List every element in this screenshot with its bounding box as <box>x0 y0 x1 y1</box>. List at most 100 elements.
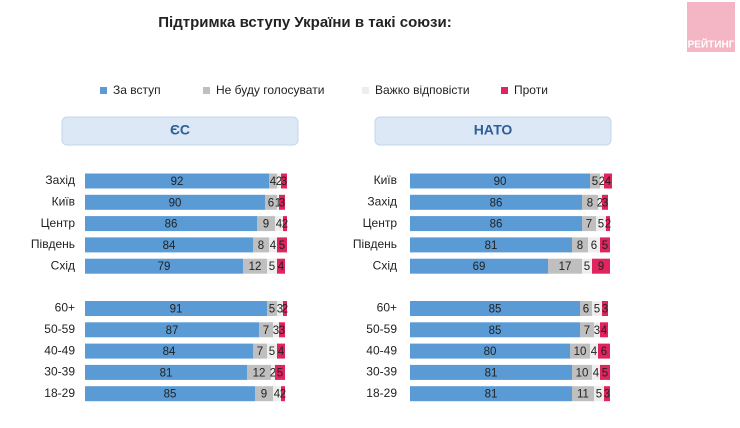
bar-segment <box>410 301 580 316</box>
bar-segment <box>410 216 582 232</box>
bar-segment <box>604 386 610 402</box>
value-label: 81 <box>485 389 498 401</box>
value-label: 5 <box>269 346 275 358</box>
bar-segment <box>572 237 588 253</box>
legend-label: Не буду голосувати <box>216 83 324 97</box>
bar-segment <box>281 386 285 402</box>
bar-segment <box>85 322 259 338</box>
value-label: 4 <box>605 176 612 188</box>
value-label: 5 <box>594 304 600 316</box>
value-label: 2 <box>280 389 286 401</box>
bar-segment <box>273 322 279 338</box>
bar-segment <box>572 386 594 402</box>
value-label: 85 <box>164 389 177 401</box>
bar-segment <box>85 301 267 316</box>
category-label: 50-59 <box>44 322 75 336</box>
bar-segment <box>410 386 572 402</box>
legend-swatch <box>362 87 369 94</box>
bar-segment <box>580 301 592 316</box>
bar-segment <box>253 237 269 253</box>
value-label: 2 <box>276 176 282 188</box>
value-label: 4 <box>593 367 600 379</box>
panel-title: ЄС <box>170 122 190 138</box>
value-label: 80 <box>484 346 497 358</box>
bar-segment <box>267 343 277 359</box>
category-label: Центр <box>363 216 398 230</box>
bar-segment <box>275 216 283 232</box>
value-label: 11 <box>577 389 589 401</box>
category-label: Захід <box>45 173 75 187</box>
value-label: 4 <box>601 325 608 337</box>
logo-box <box>687 2 735 52</box>
category-label: 60+ <box>377 301 397 315</box>
bar-segment <box>85 258 243 274</box>
value-label: 86 <box>490 219 503 231</box>
bar-segment <box>410 237 572 253</box>
bar-segment <box>602 301 608 316</box>
bar-segment <box>85 386 255 402</box>
value-label: 10 <box>576 367 589 379</box>
value-label: 6 <box>591 240 597 252</box>
bar-segment <box>600 364 610 380</box>
bar-segment <box>594 386 604 402</box>
bar-segment <box>283 301 287 316</box>
value-label: 4 <box>274 389 281 401</box>
value-label: 81 <box>485 240 498 252</box>
bar-segment <box>548 258 582 274</box>
value-label: 90 <box>169 197 182 209</box>
bar-segment <box>275 364 285 380</box>
value-label: 4 <box>278 261 285 273</box>
value-label: 5 <box>277 367 283 379</box>
value-label: 2 <box>599 176 605 188</box>
value-label: 5 <box>598 219 604 231</box>
bar-segment <box>600 173 604 189</box>
value-label: 7 <box>263 325 269 337</box>
value-label: 5 <box>602 240 608 252</box>
bar-segment <box>273 386 281 402</box>
value-label: 86 <box>165 219 178 231</box>
bar-segment <box>592 364 600 380</box>
bar-segment <box>271 364 275 380</box>
bar-segment <box>582 194 598 210</box>
bar-segment <box>580 322 594 338</box>
value-label: 5 <box>596 389 602 401</box>
bar-segment <box>277 194 279 210</box>
chart-title: Підтримка вступу України в такі союзи: <box>158 14 451 31</box>
bar-segment <box>277 258 285 274</box>
bar-segment <box>247 364 271 380</box>
value-label: 79 <box>158 261 171 273</box>
value-label: 7 <box>584 325 590 337</box>
value-label: 3 <box>602 197 608 209</box>
bar-segment <box>570 343 590 359</box>
value-label: 3 <box>594 325 600 337</box>
value-label: 5 <box>269 261 275 273</box>
category-label: Південь <box>31 237 75 251</box>
value-label: 1 <box>275 197 281 209</box>
value-label: 87 <box>166 325 179 337</box>
value-label: 3 <box>602 304 608 316</box>
bar-segment <box>588 237 600 253</box>
bar-segment <box>582 216 596 232</box>
bar-segment <box>604 173 612 189</box>
bar-segment <box>85 173 269 189</box>
logo: РЕЙТИНГ <box>688 38 735 51</box>
value-label: 12 <box>253 367 266 379</box>
value-label: 4 <box>278 346 285 358</box>
value-label: 84 <box>163 240 176 252</box>
bar-segment <box>265 194 277 210</box>
legend-swatch <box>203 87 210 94</box>
value-label: 84 <box>163 346 176 358</box>
value-label: 9 <box>598 261 604 273</box>
bar-segment <box>410 173 590 189</box>
legend-label: За вступ <box>113 83 161 97</box>
category-label: Центр <box>41 216 76 230</box>
bar-segment <box>85 216 257 232</box>
legend-label: Проти <box>514 83 548 97</box>
legend-label: Важко відповісти <box>375 83 470 97</box>
value-label: 8 <box>587 197 593 209</box>
bar-segment <box>259 322 273 338</box>
value-label: 7 <box>586 219 592 231</box>
bar-segment <box>598 194 602 210</box>
category-label: 40-49 <box>44 343 75 357</box>
